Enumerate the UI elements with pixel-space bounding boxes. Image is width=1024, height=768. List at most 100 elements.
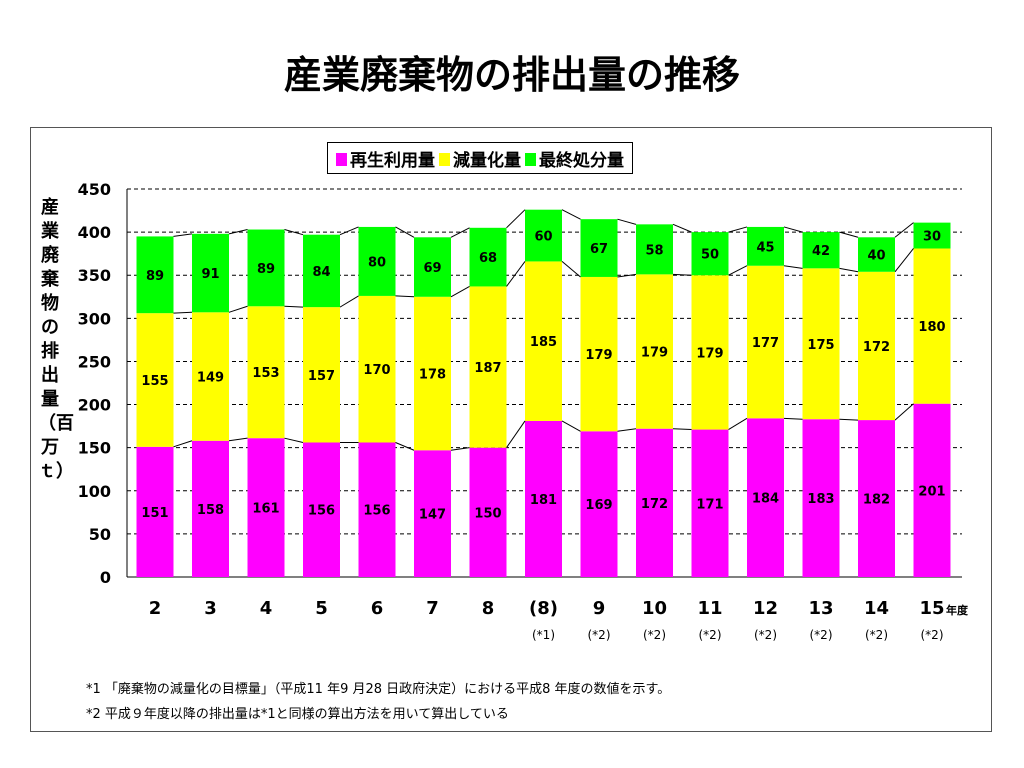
data-label: 30 [923, 230, 941, 245]
series-line [173, 311, 193, 314]
data-label: 183 [807, 492, 834, 507]
series-line [672, 223, 692, 233]
bar-segment [858, 237, 895, 272]
series-line [728, 226, 748, 233]
bar-segment [303, 234, 340, 308]
series-line [339, 226, 359, 236]
x-tick-label: 6 [371, 598, 384, 619]
data-label: 184 [752, 492, 779, 507]
series-line [672, 428, 692, 431]
bar-segment [358, 442, 396, 577]
series-line [506, 420, 526, 448]
series-line [672, 273, 692, 276]
series-line [894, 248, 914, 273]
series-line [395, 442, 415, 451]
x-tick-label: (8) [529, 598, 558, 619]
data-label: 178 [419, 368, 446, 383]
x-tick-label: 13 [808, 598, 833, 619]
legend-item-final: 最終処分量 [525, 146, 624, 171]
x-tick-note: (*2) [643, 628, 666, 642]
bar-segment [747, 418, 784, 577]
data-label: 172 [641, 497, 668, 512]
bar-segment [358, 295, 396, 443]
x-tick-note: (*2) [810, 628, 833, 642]
data-label: 169 [585, 498, 612, 513]
page-title: 産業廃棄物の排出量の推移 [283, 53, 740, 97]
legend-swatch-reduced [439, 152, 450, 166]
series-line [284, 305, 304, 308]
x-tick-label: 2 [149, 598, 162, 619]
y-axis-label: 産業廃棄物の排出量（百万ｔ） [38, 197, 74, 482]
data-label: 172 [863, 340, 890, 355]
series-line [506, 261, 526, 287]
bar-segment [636, 428, 673, 577]
bar-segment [303, 442, 340, 577]
bar-segment [136, 446, 174, 577]
x-tick-note: (*1) [532, 628, 555, 642]
series-line [284, 229, 304, 236]
x-tick-note: (*2) [865, 628, 888, 642]
data-label: 179 [585, 348, 612, 363]
bar-segment [802, 268, 840, 420]
y-tick-label: 250 [78, 352, 111, 371]
y-tick-label: 350 [78, 266, 111, 285]
x-tick-label: 9 [593, 598, 606, 619]
bar-segment [802, 419, 840, 577]
bar-segment [192, 440, 229, 577]
legend-label-recycled: 再生利用量 [350, 150, 435, 171]
y-tick-label: 450 [78, 180, 111, 199]
x-tick-label: 14 [864, 598, 889, 619]
bar-segment [858, 420, 895, 577]
bar-segment [636, 274, 673, 429]
y-tick-label: 100 [78, 482, 111, 501]
x-tick-note: (*2) [699, 628, 722, 642]
data-label: 42 [812, 244, 830, 259]
y-tick-label: 50 [89, 525, 111, 544]
bar-segment [414, 296, 451, 451]
data-label: 58 [645, 243, 663, 258]
bar-segment [691, 429, 729, 577]
series-line [617, 218, 637, 225]
data-label: 149 [197, 371, 224, 386]
data-label: 157 [308, 369, 335, 384]
data-label: 89 [146, 269, 164, 284]
bar-segment [580, 431, 618, 577]
legend-swatch-recycled [336, 152, 347, 166]
data-label: 67 [590, 242, 608, 257]
data-label: 158 [197, 503, 224, 518]
series-line [395, 295, 415, 298]
data-label: 40 [867, 249, 885, 264]
y-tick-label: 0 [100, 568, 111, 587]
legend-label-final: 最終処分量 [539, 150, 624, 171]
series-line [783, 226, 803, 233]
legend-label-reduced: 減量化量 [453, 150, 521, 171]
bar-segment [247, 306, 285, 439]
series-line [228, 229, 248, 235]
series-line [284, 437, 304, 443]
data-label: 181 [530, 493, 557, 508]
footnote-1: *1 「廃棄物の減量化の目標量」（平成11 年9 月28 日政府決定）における平… [86, 682, 671, 697]
bar-segment [192, 312, 229, 441]
data-label: 171 [696, 497, 723, 512]
bar-segment [525, 209, 562, 262]
data-label: 68 [479, 251, 497, 266]
series-line [783, 265, 803, 269]
series-line [173, 440, 193, 448]
data-label: 150 [474, 506, 501, 521]
series-line [617, 428, 637, 432]
data-label: 153 [252, 366, 279, 381]
bar-segment [858, 271, 895, 421]
legend-item-recycled: 再生利用量 [336, 146, 435, 171]
bar-segment [136, 236, 174, 314]
series-line [839, 231, 859, 238]
data-label: 91 [201, 267, 219, 282]
data-label: 185 [530, 335, 557, 350]
data-label: 89 [257, 262, 275, 277]
x-tick-label: 11 [697, 598, 722, 619]
bar-segment [358, 226, 396, 296]
data-label: 45 [756, 240, 774, 255]
series-line [228, 437, 248, 442]
data-label: 69 [423, 261, 441, 276]
data-label: 170 [363, 363, 390, 378]
